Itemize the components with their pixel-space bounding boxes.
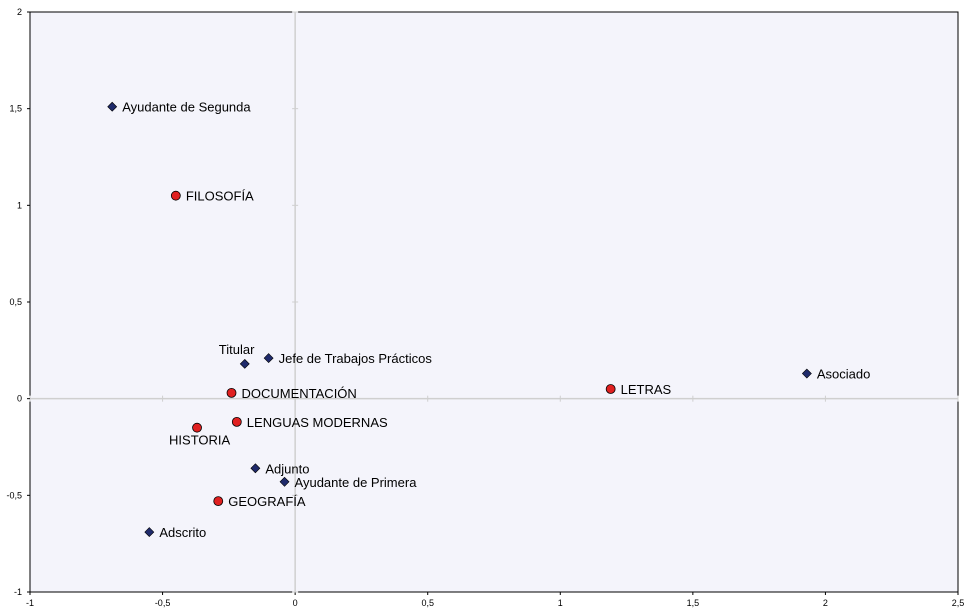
x-tick-label: 2	[823, 598, 828, 608]
diamond-point	[250, 463, 261, 474]
ticks-layer: -1 -0,5 0 0,5 1 1,5 2 2,5 -1 -0,5 0 0,5 1 1,5 2	[6, 7, 964, 608]
x-tick-label: -1	[26, 598, 34, 608]
diamond-point	[263, 353, 274, 363]
labels-layer: Ayudante de Segunda Titular Jefe de Trabaj…	[122, 100, 870, 540]
point-label: FILOSOFÍA	[186, 189, 254, 204]
circle-point	[192, 422, 202, 433]
x-tick-label: 0	[293, 598, 298, 608]
y-tick-label: 1	[17, 200, 22, 210]
diamond-point	[239, 358, 250, 369]
circle-point	[170, 190, 181, 201]
diamond-point	[144, 527, 155, 537]
y-tick-label: -0,5	[6, 490, 22, 500]
point-label: Jefe de Trabajos Prácticos	[279, 351, 433, 366]
y-tick-label: 1,5	[9, 104, 22, 114]
point-label: Adjunto	[265, 461, 309, 476]
circle-point	[605, 384, 616, 394]
point-label: Titular	[219, 342, 255, 357]
point-label: GEOGRAFÍA	[228, 494, 306, 509]
point-label: LENGUAS MODERNAS	[247, 415, 388, 430]
diamond-point	[107, 101, 118, 112]
diamond-point	[801, 368, 812, 379]
y-tick-label: 0	[17, 394, 22, 404]
point-label: Asociado	[817, 367, 870, 382]
point-label: Ayudante de Primera	[295, 475, 418, 490]
circle-point	[231, 416, 242, 427]
y-tick-label: 0,5	[9, 297, 22, 307]
plot-area	[29, 11, 959, 593]
y-tick-label: 2	[17, 7, 22, 17]
circle-point	[213, 496, 224, 507]
point-label: Adscrito	[159, 525, 206, 540]
diamond-point	[279, 476, 290, 487]
x-tick-label: 1	[558, 598, 563, 608]
y-tick-label: -1	[14, 587, 22, 597]
x-tick-label: 0,5	[421, 598, 434, 608]
point-label: Ayudante de Segunda	[122, 100, 251, 115]
x-tick-label: -0,5	[155, 598, 171, 608]
circle-point	[226, 387, 237, 398]
points-layer	[107, 101, 812, 537]
x-tick-label: 1,5	[687, 598, 700, 608]
point-label: HISTORIA	[169, 433, 230, 448]
point-label: DOCUMENTACIÓN	[242, 386, 357, 401]
point-label: LETRAS	[621, 382, 672, 397]
x-tick-label: 2,5	[952, 598, 965, 608]
